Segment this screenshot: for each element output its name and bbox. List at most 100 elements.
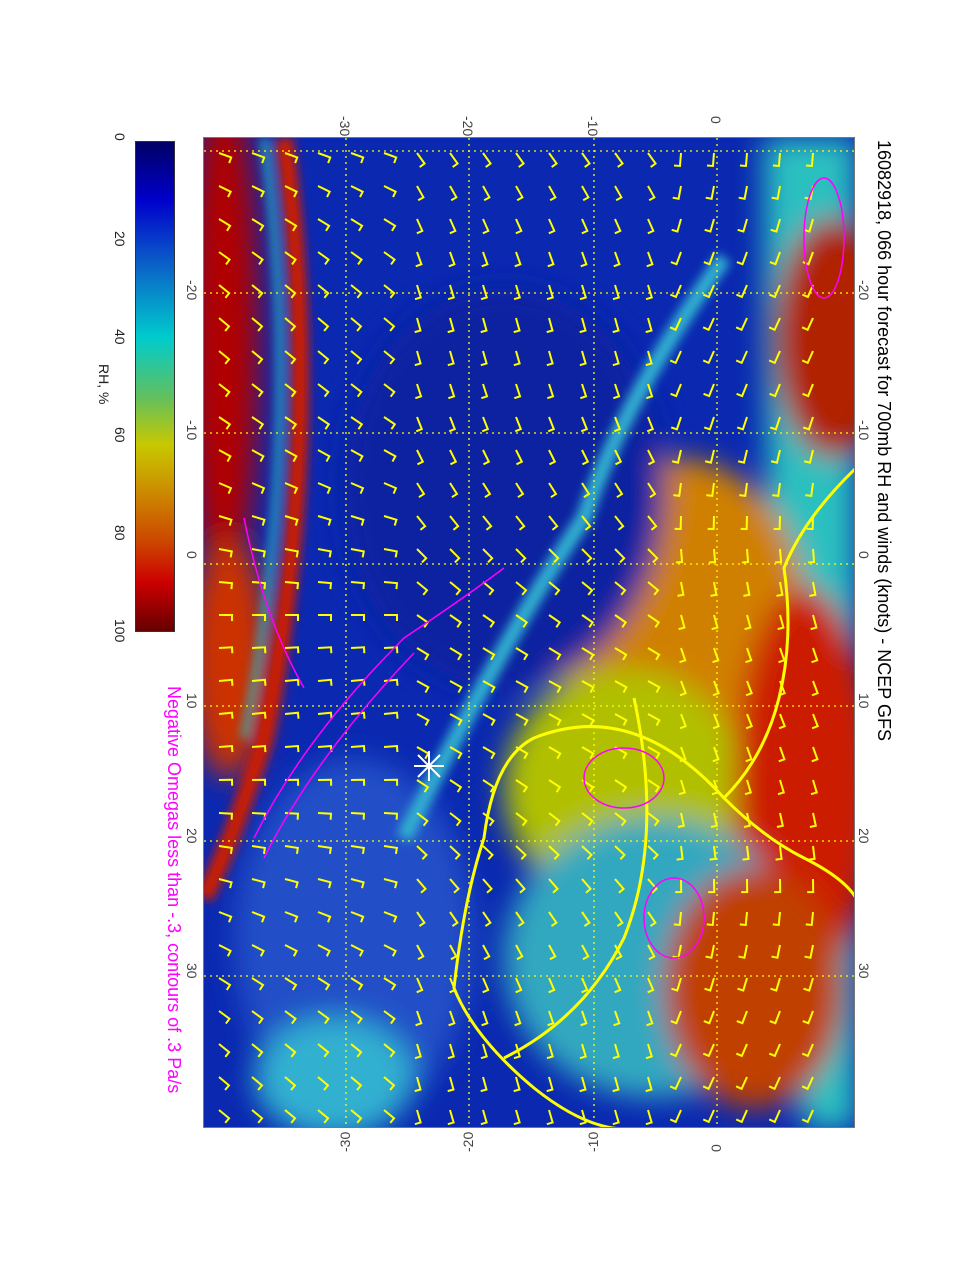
omega-contours — [243, 177, 845, 959]
wind-barb — [218, 251, 231, 266]
wind-barb — [768, 284, 781, 299]
wind-barb — [480, 1043, 488, 1060]
wind-barb — [447, 350, 455, 367]
wind-barb — [579, 1076, 587, 1093]
wind-barb — [811, 746, 819, 763]
wind-barb — [645, 1076, 653, 1093]
wind-barb — [415, 251, 423, 268]
map-field — [204, 138, 854, 1127]
wind-barb — [317, 284, 330, 299]
wind-barb — [515, 812, 528, 827]
wind-barb — [515, 185, 524, 202]
wind-barb — [579, 350, 587, 367]
wind-barb — [284, 449, 298, 463]
wind-barb — [284, 482, 299, 495]
axis-tick-label: 30 — [856, 963, 872, 979]
wind-barb — [614, 152, 624, 168]
wind-barb — [771, 944, 781, 959]
wind-barb — [482, 647, 496, 661]
wind-barb — [739, 482, 748, 498]
wind-barb — [350, 646, 366, 654]
wind-barb — [218, 944, 232, 957]
wind-barb — [482, 977, 490, 994]
wind-barb — [284, 251, 297, 266]
colorbar-tick: 80 — [112, 525, 128, 541]
wind-barb — [251, 845, 266, 855]
wind-barb — [740, 515, 748, 531]
axis-tick-label: -20 — [856, 280, 872, 301]
wind-barb — [745, 680, 753, 697]
wind-barb — [284, 911, 299, 923]
wind-barb — [350, 878, 365, 889]
wind-barb — [581, 581, 594, 596]
graticule — [204, 138, 854, 1127]
omega-note: Negative Omegas less than -.3, contours … — [164, 686, 184, 1094]
wind-barb — [709, 548, 717, 564]
wind-barb — [777, 779, 785, 796]
rh-wind-map — [203, 137, 855, 1128]
wind-barb — [284, 383, 297, 398]
wind-barb — [801, 284, 814, 299]
wind-barb — [579, 1109, 587, 1126]
wind-barb — [742, 845, 750, 861]
wind-barb — [383, 152, 398, 164]
axis-tick-label: 30 — [184, 963, 200, 979]
wind-barb — [771, 185, 781, 200]
wind-barb — [218, 744, 234, 753]
wind-barb — [546, 317, 554, 334]
wind-barb — [218, 778, 234, 786]
wind-barb — [284, 317, 297, 332]
wind-barb — [515, 152, 525, 168]
axis-tick-label: 0 — [708, 1144, 724, 1152]
wind-barb — [669, 1076, 682, 1091]
wind-barb — [383, 977, 397, 991]
star-asterisk-icon — [414, 751, 444, 781]
wind-barb — [317, 1010, 330, 1025]
wind-barb — [742, 548, 750, 564]
wind-barb — [449, 779, 463, 793]
wind-barb — [482, 944, 491, 961]
wind-barb — [317, 812, 333, 820]
wind-barb — [811, 713, 819, 730]
wind-barb — [218, 581, 234, 590]
wind-barb — [613, 383, 621, 400]
wind-barb — [703, 1010, 715, 1025]
wind-barb — [482, 581, 495, 596]
wind-barb — [515, 878, 526, 894]
wind-barb — [768, 1109, 781, 1124]
wind-barb — [416, 515, 427, 531]
wind-barb — [669, 1043, 682, 1058]
wind-barb — [645, 1109, 653, 1126]
wind-barb — [775, 845, 783, 861]
rh-colorbar — [135, 141, 175, 632]
wind-barb — [647, 878, 658, 894]
wind-barb — [736, 416, 748, 431]
wind-barb — [480, 317, 488, 334]
wind-barb — [416, 680, 430, 694]
wind-barb — [383, 482, 398, 495]
wind-barb — [772, 911, 781, 927]
wind-barb — [614, 581, 627, 596]
wind-barb — [614, 977, 622, 994]
wind-barb — [251, 416, 265, 430]
wind-barb — [251, 1010, 264, 1025]
wind-barb — [581, 746, 595, 760]
wind-barb — [449, 515, 460, 531]
wind-barb — [251, 449, 265, 463]
wind-barb — [416, 581, 429, 596]
wind-barb — [671, 218, 682, 233]
wind-barb — [482, 911, 492, 927]
wind-barb — [416, 845, 428, 860]
wind-barb — [647, 812, 660, 827]
wind-barb — [480, 1076, 488, 1093]
coastlines — [452, 467, 854, 1127]
wind-barb — [645, 284, 654, 301]
wind-barb — [218, 614, 234, 622]
wind-barb — [447, 1109, 455, 1126]
wind-barb — [317, 1109, 330, 1124]
wind-barb — [284, 152, 299, 164]
wind-barb — [416, 482, 426, 499]
wind-barb — [769, 383, 781, 398]
wind-barb — [317, 218, 331, 232]
wind-barb — [447, 317, 455, 334]
